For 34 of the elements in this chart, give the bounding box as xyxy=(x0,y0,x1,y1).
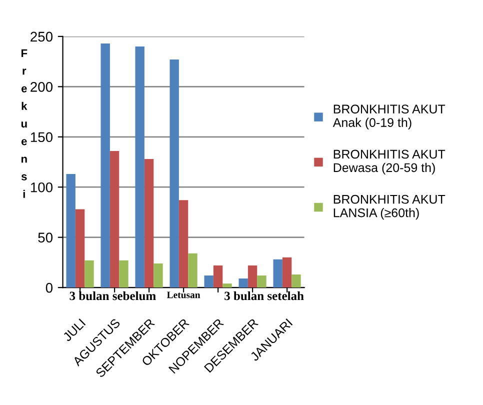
bar xyxy=(273,259,282,288)
y-tick-label: 200 xyxy=(30,82,53,92)
bar xyxy=(170,60,179,288)
y-tick-label: 50 xyxy=(38,232,53,242)
bar xyxy=(119,260,128,288)
legend-label: BRONKHITIS AKUT Dewasa (20-59 th) xyxy=(334,150,446,175)
bar xyxy=(84,260,94,288)
text: Letusan xyxy=(166,292,200,298)
bar xyxy=(204,275,214,288)
text: Frekuensi xyxy=(21,49,28,198)
bar xyxy=(135,46,144,288)
text: 3 bulan sebelum xyxy=(70,291,156,300)
y-tick-label: 150 xyxy=(30,132,53,142)
bar xyxy=(188,253,198,288)
bar xyxy=(238,278,248,288)
y-tick-label: 250 xyxy=(30,32,53,42)
bar xyxy=(144,158,154,288)
bar xyxy=(154,263,163,288)
legend-label: BRONKHITIS AKUT LANSIA (≥60th) xyxy=(334,194,446,220)
bar xyxy=(100,43,110,288)
bar xyxy=(75,209,85,288)
text: 3 bulan setelah xyxy=(224,291,304,300)
bar xyxy=(257,275,266,288)
bar xyxy=(292,274,301,288)
bar xyxy=(248,265,258,288)
bar xyxy=(178,200,188,288)
y-tick-label: 0 xyxy=(46,282,53,293)
legend-label: BRONKHITIS AKUT Anak (0-19 th) xyxy=(332,104,446,130)
y-tick-label: 100 xyxy=(30,182,53,192)
bar xyxy=(213,265,223,288)
bar xyxy=(282,257,292,288)
bar xyxy=(222,284,232,288)
bar xyxy=(66,174,76,288)
bar xyxy=(110,150,120,288)
